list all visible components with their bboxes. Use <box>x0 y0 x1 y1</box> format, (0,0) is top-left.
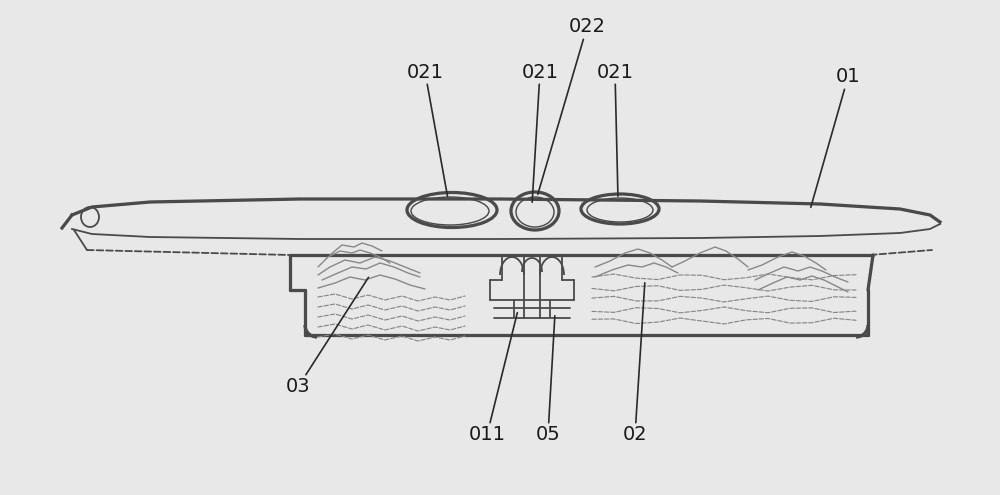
Text: 05: 05 <box>536 316 560 445</box>
Text: 021: 021 <box>596 62 634 196</box>
Text: 02: 02 <box>623 283 647 445</box>
Text: 011: 011 <box>468 313 517 445</box>
Text: 021: 021 <box>522 62 558 202</box>
Text: 03: 03 <box>286 277 368 396</box>
Text: 021: 021 <box>406 62 448 196</box>
Text: 022: 022 <box>538 17 606 195</box>
Text: 01: 01 <box>811 67 860 207</box>
